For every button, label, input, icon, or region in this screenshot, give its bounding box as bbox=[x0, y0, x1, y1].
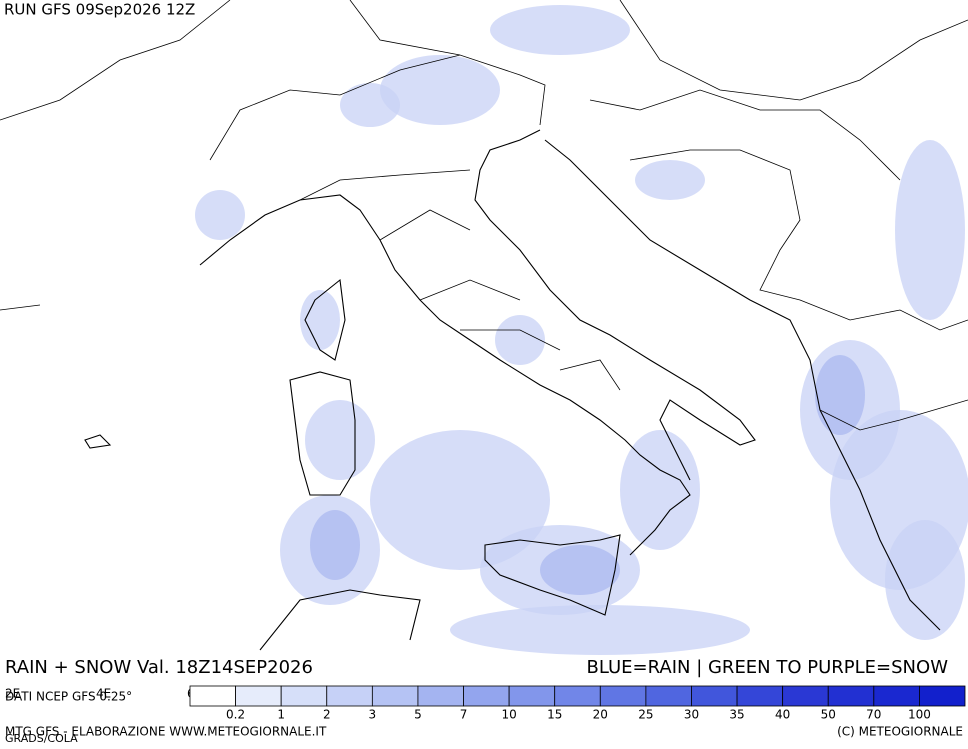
colorbar-label: 20 bbox=[593, 708, 608, 722]
colorbar-box bbox=[417, 685, 464, 707]
colorbar-label: 2 bbox=[323, 708, 331, 722]
longitude-label: 2E bbox=[5, 687, 20, 701]
source: DATI NCEP GFS 0.25° bbox=[5, 690, 132, 704]
colorbar-box bbox=[599, 685, 647, 707]
colorbar-box bbox=[463, 685, 510, 707]
colorbar-box bbox=[782, 685, 829, 707]
colorbar-box bbox=[280, 685, 328, 707]
colorbar-box bbox=[189, 685, 236, 707]
borders bbox=[0, 0, 968, 431]
colorbar-box bbox=[827, 685, 875, 707]
copyright: (C) METEOGIORNALE bbox=[837, 725, 963, 739]
colorbar: 0.2 1 2 3 5 7 10 15 20 25 30 35 40 50 70 100 bbox=[189, 685, 966, 722]
colorbar-label: 35 bbox=[729, 708, 744, 722]
colorbar-label: 1 bbox=[277, 708, 285, 722]
colorbar-box bbox=[326, 685, 373, 707]
colorbar-label: 70 bbox=[866, 708, 881, 722]
colorbar-box bbox=[554, 685, 601, 707]
grads: GRADS/COLA bbox=[5, 732, 78, 745]
colorbar-box bbox=[919, 685, 966, 707]
colorbar-box bbox=[645, 685, 692, 707]
colorbar-box bbox=[371, 685, 419, 707]
coastlines bbox=[84, 129, 941, 651]
colorbar-label: 3 bbox=[369, 708, 377, 722]
colorbar-label: 7 bbox=[460, 708, 468, 722]
colorbar-label: 25 bbox=[638, 708, 653, 722]
credit: MTG GFS - ELABORAZIONE WWW.METEOGIORNALE… bbox=[5, 725, 327, 739]
colorbar-label: 10 bbox=[501, 708, 516, 722]
colorbar-label: 0.2 bbox=[226, 708, 245, 722]
legend-note: BLUE=RAIN | GREEN TO PURPLE=SNOW bbox=[587, 657, 949, 678]
colorbar-label: 15 bbox=[547, 708, 562, 722]
precipitation bbox=[195, 5, 968, 655]
colorbar-label: 30 bbox=[684, 708, 699, 722]
colorbar-box bbox=[736, 685, 784, 707]
colorbar-label: 5 bbox=[414, 708, 422, 722]
colorbar-box bbox=[508, 685, 556, 707]
longitude-label: 4E bbox=[96, 687, 111, 701]
colorbar-label: 100 bbox=[908, 708, 931, 722]
colorbar-box bbox=[873, 685, 920, 707]
colorbar-label: 40 bbox=[775, 708, 790, 722]
colorbar-box bbox=[235, 685, 282, 707]
title: RAIN + SNOW Val. 18Z14SEP2026 bbox=[5, 657, 313, 678]
colorbar-box bbox=[691, 685, 738, 707]
run-label: RUN GFS 09Sep2026 12Z bbox=[4, 1, 195, 19]
colorbar-label: 50 bbox=[821, 708, 836, 722]
